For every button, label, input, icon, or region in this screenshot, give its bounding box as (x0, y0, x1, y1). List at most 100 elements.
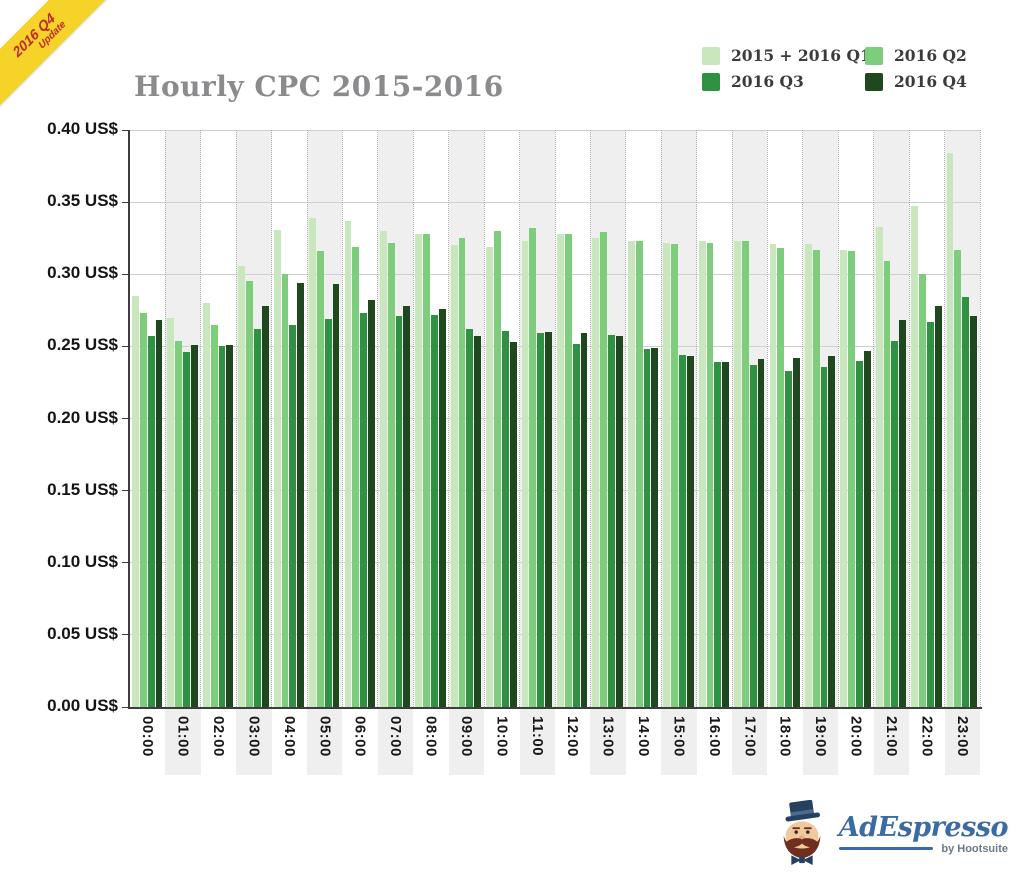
bar-19:00-2016-Q3 (820, 366, 828, 707)
bar-05:00-2016-Q4 (332, 284, 340, 707)
bar-05:00-2016-Q3 (324, 318, 332, 707)
y-tick (122, 562, 128, 564)
bar-03:00-2016-Q3 (253, 329, 261, 707)
bar-15:00-2016-Q2 (671, 243, 678, 707)
bar-12:00-2016-Q4 (580, 333, 588, 707)
bar-17:00-2015-+-2016-Q1 (734, 241, 741, 707)
hour-separator (625, 130, 627, 707)
x-axis-label: 17:00 (732, 716, 767, 757)
x-axis-label: 05:00 (307, 716, 342, 757)
bar-19:00-2016-Q4 (828, 356, 836, 707)
hour-separator (837, 130, 839, 707)
hour-separator (908, 130, 910, 707)
bar-09:00-2016-Q4 (474, 336, 482, 707)
footer-logo: AdEspresso by Hootsuite (771, 800, 1009, 868)
hour-separator (979, 130, 981, 707)
bar-23:00-2016-Q3 (962, 297, 970, 707)
y-axis-label: 0.30 US$ (47, 263, 118, 283)
x-axis-label-text: 23:00 (953, 716, 971, 757)
bar-23:00-2016-Q2 (954, 249, 962, 707)
x-axis-label-text: 07:00 (387, 716, 405, 757)
bar-19:00-2016-Q2 (812, 249, 820, 707)
bar-02:00-2016-Q3 (218, 346, 226, 707)
bar-00:00-2016-Q3 (147, 336, 155, 707)
bar-16:00-2016-Q2 (706, 242, 714, 707)
x-axis-label-text: 14:00 (635, 716, 653, 757)
x-axis-label-text: 17:00 (741, 716, 759, 757)
hour-separator (164, 130, 166, 707)
bar-00:00-2015-+-2016-Q1 (132, 295, 139, 707)
y-tick (122, 706, 128, 708)
y-tick (122, 634, 128, 636)
y-axis-label: 0.00 US$ (47, 696, 118, 715)
x-axis-label-text: 16:00 (705, 716, 723, 757)
bar-05:00-2015-+-2016-Q1 (309, 218, 316, 707)
bar-16:00-2015-+-2016-Q1 (698, 241, 706, 707)
bar-18:00-2016-Q2 (777, 248, 785, 707)
bar-11:00-2016-Q3 (537, 333, 545, 707)
bar-07:00-2016-Q3 (395, 316, 403, 707)
bar-18:00-2015-+-2016-Q1 (769, 243, 777, 707)
adespresso-mascot-icon (783, 800, 821, 865)
bar-08:00-2016-Q3 (431, 314, 438, 707)
bar-18:00-2016-Q3 (785, 370, 793, 707)
y-axis-label: 0.20 US$ (47, 407, 118, 427)
x-axis-label: 00:00 (130, 716, 165, 757)
bar-12:00-2016-Q3 (572, 343, 580, 707)
x-axis-label: 06:00 (343, 716, 378, 757)
bar-04:00-2016-Q3 (289, 324, 297, 707)
y-axis (128, 130, 130, 709)
hour-separator (767, 130, 768, 707)
y-tick (122, 418, 128, 419)
bar-20:00-2016-Q3 (856, 360, 863, 707)
x-axis-label-text: 10:00 (493, 716, 511, 757)
y-axis-label: 0.25 US$ (47, 335, 118, 355)
bar-15:00-2016-Q4 (686, 356, 694, 707)
hour-separator (448, 130, 450, 707)
bar-03:00-2015-+-2016-Q1 (238, 265, 246, 707)
brand-byline: by Hootsuite (941, 842, 1008, 855)
x-axis-label-text: 04:00 (280, 716, 298, 757)
x-axis-label: 21:00 (874, 716, 909, 757)
bar-09:00-2015-+-2016-Q1 (450, 245, 458, 707)
y-axis-label: 0.15 US$ (47, 479, 118, 499)
bar-13:00-2016-Q4 (615, 336, 623, 707)
hour-separator (660, 130, 662, 707)
x-axis-label-text: 06:00 (351, 716, 369, 757)
bar-16:00-2016-Q3 (714, 362, 722, 707)
x-axis-label-text: 05:00 (316, 716, 334, 757)
legend: 2015 + 2016 Q1 2016 Q2 2016 Q3 2016 Q4 (702, 46, 967, 91)
bar-02:00-2016-Q2 (210, 324, 218, 707)
legend-swatch-icon (865, 46, 883, 65)
bar-23:00-2016-Q4 (970, 316, 977, 707)
hour-separator (519, 130, 521, 707)
x-axis-label: 19:00 (803, 716, 838, 757)
bar-14:00-2016-Q4 (651, 347, 659, 707)
x-axis-label-text: 08:00 (422, 716, 440, 757)
bar-21:00-2016-Q2 (883, 261, 891, 707)
hour-separator (342, 130, 343, 707)
hour-separator (873, 130, 875, 707)
legend-item-0: 2015 + 2016 Q1 (702, 46, 871, 65)
y-axis-label: 0.10 US$ (47, 551, 118, 571)
bar-10:00-2016-Q3 (501, 330, 509, 707)
bar-20:00-2015-+-2016-Q1 (840, 249, 848, 707)
bar-23:00-2015-+-2016-Q1 (946, 153, 954, 707)
legend-label: 2016 Q3 (731, 72, 804, 91)
y-tick (122, 490, 128, 492)
bar-03:00-2016-Q2 (246, 281, 253, 707)
bar-11:00-2015-+-2016-Q1 (521, 241, 529, 707)
bar-21:00-2016-Q3 (891, 340, 899, 707)
bar-00:00-2016-Q2 (139, 313, 147, 707)
bar-04:00-2016-Q2 (281, 274, 289, 707)
hour-separator (306, 130, 308, 707)
bar-22:00-2015-+-2016-Q1 (911, 206, 918, 707)
brand-name: AdEspresso (838, 811, 1009, 843)
bar-14:00-2016-Q2 (635, 241, 643, 707)
hour-separator (235, 130, 237, 707)
y-axis-label: 0.35 US$ (47, 191, 118, 211)
y-tick (122, 273, 128, 275)
x-axis-label: 03:00 (236, 716, 271, 757)
x-axis-label-text: 03:00 (245, 716, 263, 757)
